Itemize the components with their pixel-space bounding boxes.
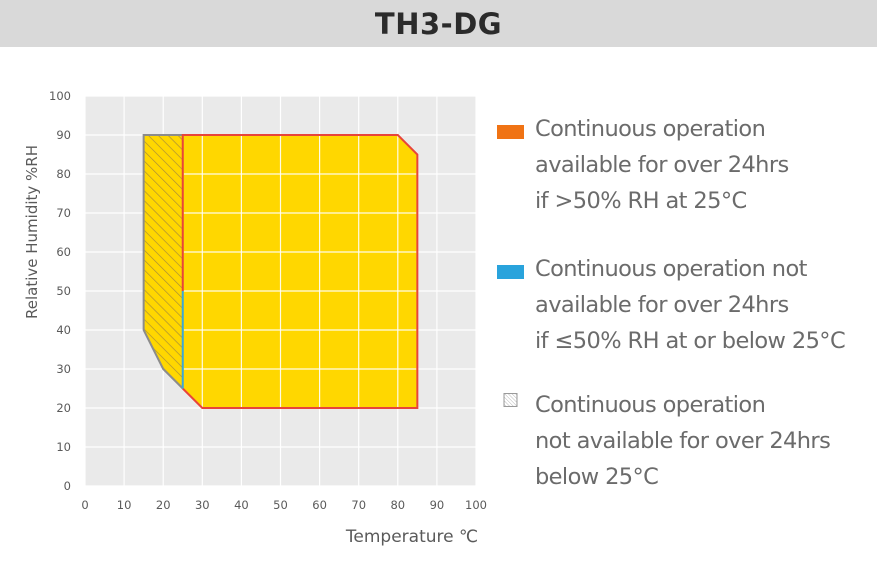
y-tick-label: 70 <box>56 206 71 220</box>
region-borders <box>142 134 419 409</box>
y-tick-label: 0 <box>64 479 71 493</box>
legend-line: Continuous operation not <box>535 256 807 282</box>
page-title: TH3-DG <box>374 6 503 41</box>
legend-line: if ≤50% RH at or below 25°C <box>535 328 846 354</box>
x-tick-label: 0 <box>81 498 88 512</box>
y-axis-label: Relative Humidity %RH <box>23 145 41 319</box>
legend-line: available for over 24hrs <box>535 152 789 178</box>
x-tick-label: 70 <box>351 498 366 512</box>
legend-text: Continuous operation not available for o… <box>535 387 877 495</box>
y-tick-label: 10 <box>56 440 71 454</box>
legend-swatch-orange <box>497 125 524 139</box>
operating-border-red <box>181 134 419 409</box>
title-bar: TH3-DG <box>0 0 877 47</box>
y-tick-label: 40 <box>56 323 71 337</box>
x-tick-label: 80 <box>390 498 405 512</box>
y-tick-label: 60 <box>56 245 71 259</box>
legend-line: Continuous operation <box>535 392 766 418</box>
legend-swatch-blue <box>497 265 524 279</box>
operating-region <box>182 135 418 408</box>
legend-line: Continuous operation <box>535 116 766 142</box>
x-tick-label: 50 <box>273 498 288 512</box>
legend-swatch-hatch <box>503 393 518 407</box>
legend-line: available for over 24hrs <box>535 292 789 318</box>
x-tick-label: 20 <box>156 498 171 512</box>
x-axis-label: Temperature ℃ <box>345 527 478 547</box>
x-tick-label: 10 <box>117 498 132 512</box>
y-tick-label: 90 <box>56 128 71 142</box>
x-tick-labels: 0 10 20 30 40 50 60 70 80 90 100 <box>81 498 487 512</box>
grid-over-fill <box>183 136 417 407</box>
x-tick-label: 100 <box>465 498 487 512</box>
legend-text: Continuous operation available for over … <box>535 111 877 219</box>
x-tick-label: 60 <box>312 498 327 512</box>
x-tick-label: 90 <box>430 498 445 512</box>
x-tick-label: 40 <box>234 498 249 512</box>
y-tick-label: 20 <box>56 401 71 415</box>
legend-line: not available for over 24hrs <box>535 428 831 454</box>
hatched-region <box>143 135 183 389</box>
y-tick-labels: 0 10 20 30 40 50 60 70 80 90 100 <box>49 89 71 493</box>
y-tick-label: 80 <box>56 167 71 181</box>
legend-line: below 25°C <box>535 464 659 490</box>
y-tick-label: 50 <box>56 284 71 298</box>
chart: 0 10 20 30 40 50 60 70 80 90 100 0 10 20 30 40 50 60 70 80… <box>23 89 487 547</box>
y-tick-label: 100 <box>49 89 71 103</box>
legend-line: if >50% RH at 25°C <box>535 188 747 214</box>
x-tick-label: 30 <box>195 498 210 512</box>
y-tick-label: 30 <box>56 362 71 376</box>
hatched-border <box>142 134 184 390</box>
legend-text: Continuous operation not available for o… <box>535 251 877 359</box>
